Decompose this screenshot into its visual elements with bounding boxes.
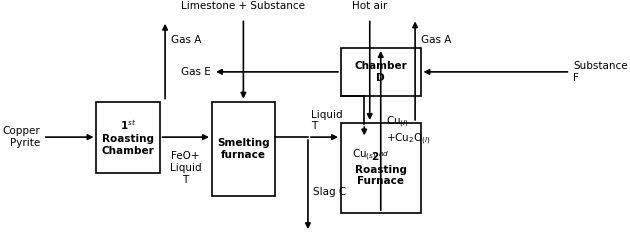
- Text: Slag C: Slag C: [314, 187, 347, 197]
- Bar: [341, 123, 421, 213]
- Text: Liquid
T: Liquid T: [311, 110, 342, 131]
- Text: Chamber
D: Chamber D: [354, 61, 407, 83]
- Text: Cu$_{(l)}$
+Cu$_2$O$_{(l)}$: Cu$_{(l)}$ +Cu$_2$O$_{(l)}$: [386, 114, 431, 147]
- Text: Substance
F: Substance F: [573, 61, 627, 83]
- Text: Cu$_{(s)}$: Cu$_{(s)}$: [352, 148, 377, 163]
- Bar: [212, 102, 275, 196]
- Bar: [341, 48, 421, 96]
- Text: 1$^{st}$
Roasting
Chamber: 1$^{st}$ Roasting Chamber: [101, 118, 154, 156]
- Text: Hot air: Hot air: [352, 2, 387, 12]
- Text: Gas E: Gas E: [181, 67, 210, 77]
- Text: FeO+
Liquid
T: FeO+ Liquid T: [170, 151, 202, 184]
- Text: Gas A: Gas A: [171, 35, 201, 45]
- Text: Gas A: Gas A: [421, 35, 451, 45]
- Text: 2$^{nd}$
Roasting
Furnace: 2$^{nd}$ Roasting Furnace: [355, 150, 407, 186]
- Bar: [96, 102, 159, 173]
- Text: Smelting
furnace: Smelting furnace: [217, 138, 270, 160]
- Text: Copper
Pyrite: Copper Pyrite: [3, 126, 40, 148]
- Text: Limestone + Substance: Limestone + Substance: [181, 2, 306, 12]
